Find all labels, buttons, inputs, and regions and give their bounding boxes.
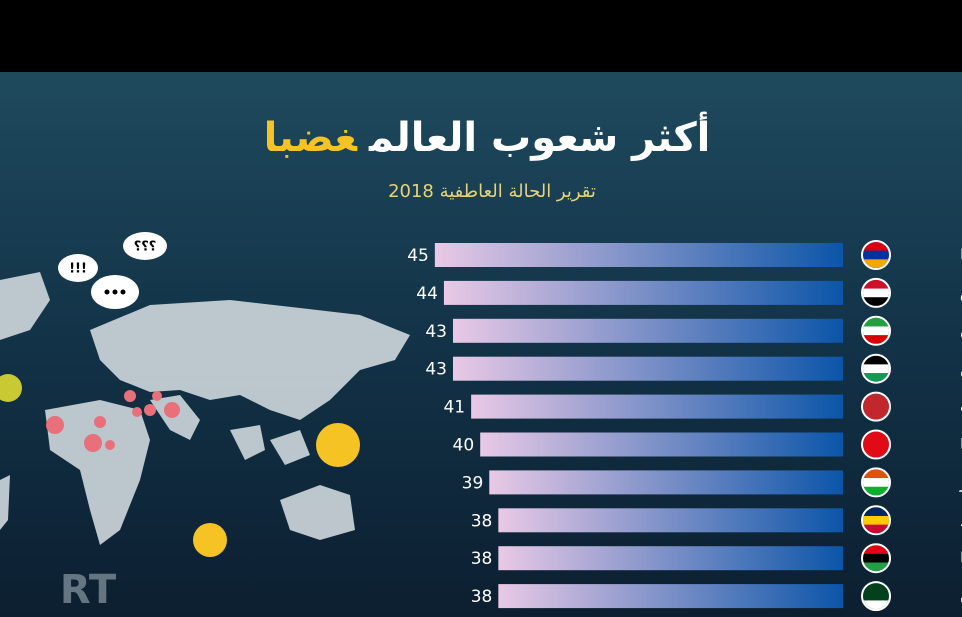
flag-stripe: [863, 373, 889, 382]
flag: [863, 393, 889, 420]
bubble-text: ؟؟؟: [134, 240, 157, 255]
bar: [480, 432, 843, 457]
category-label: تشاد: [960, 511, 962, 530]
category-label: ليبيا: [960, 549, 962, 568]
chart-subtitle: تقرير الحالة العاطفية 2018: [388, 181, 596, 202]
flag-stripe: [863, 355, 889, 365]
flag-stripe: [863, 448, 889, 458]
value-label: 39: [462, 473, 484, 493]
flag: [863, 317, 889, 344]
flag-stripe: [863, 402, 889, 412]
value-label: 43: [425, 360, 447, 380]
category-label: فلسطين: [960, 359, 962, 379]
flag-stripe: [863, 242, 889, 252]
flag-stripe: [863, 507, 889, 517]
flag: [863, 583, 889, 610]
bar: [498, 508, 843, 533]
flag-ring: [861, 353, 891, 384]
bar: [489, 470, 843, 495]
flag-stripe: [863, 440, 889, 450]
flag-stripe: [863, 600, 889, 610]
top-band: [0, 0, 962, 72]
flag-stripe: [863, 583, 889, 593]
flag-ring: [861, 543, 891, 574]
flag-stripe: [863, 524, 889, 534]
value-label: 45: [407, 246, 429, 266]
flag: [863, 431, 889, 458]
value-label: 44: [416, 284, 438, 304]
value-label: 38: [471, 511, 493, 531]
flag-stripe: [863, 288, 889, 298]
flag-stripe: [863, 553, 889, 564]
value-label: 38: [471, 587, 493, 607]
chart-title: أكثر شعوب العالمغضبا: [264, 111, 711, 161]
flag-ring: [861, 429, 891, 460]
title-main: أكثر شعوب العالم: [368, 111, 710, 161]
value-label: 38: [471, 549, 493, 569]
flag-stripe: [863, 250, 889, 260]
bar: [452, 318, 843, 343]
flag-stripe: [863, 410, 889, 420]
flag-ring: [861, 391, 891, 422]
flag: [863, 355, 889, 382]
flag-stripe: [863, 478, 889, 488]
value-label: 43: [425, 322, 447, 342]
world-map: [0, 272, 410, 545]
flag-stripe: [863, 486, 889, 496]
flag-stripe: [863, 515, 889, 526]
flag-stripe: [863, 326, 889, 336]
flag: [863, 507, 889, 534]
bar: [498, 546, 843, 571]
flag-stripe: [863, 364, 889, 374]
flag-stripe: [863, 317, 889, 327]
flag-ring: [861, 581, 891, 612]
value-label: 41: [443, 398, 465, 418]
flag-stripe: [863, 393, 889, 403]
flag-stripe: [863, 279, 889, 290]
category-label: إيران: [960, 321, 962, 341]
flag-stripe: [863, 562, 889, 572]
value-label: 40: [453, 436, 475, 456]
category-label: أرمينيا: [960, 245, 962, 266]
bubble-text: !!!: [69, 262, 87, 277]
flag-ring: [861, 277, 891, 308]
flag-stripe: [863, 469, 889, 479]
bar: [443, 280, 843, 305]
flag: [863, 242, 889, 268]
bar: [471, 394, 843, 419]
emoji-decor: [0, 374, 360, 557]
flag-ring: [861, 467, 891, 498]
category-label: العراق: [960, 283, 962, 303]
flag-ring: [861, 240, 891, 270]
flag-stripe: [863, 335, 889, 344]
category-label: تركيا: [960, 435, 962, 455]
category-label: النيجر: [959, 473, 962, 493]
bar: [452, 356, 843, 381]
bar: [498, 584, 843, 609]
flag-ring: [861, 505, 891, 536]
flag-stripe: [863, 259, 889, 268]
flag-ring: [861, 315, 891, 346]
title-highlight: غضبا: [264, 115, 358, 161]
flag: [863, 545, 889, 572]
flag: [863, 279, 889, 306]
category-label: المغرب: [960, 397, 962, 417]
flag: [863, 469, 889, 496]
speech-bubbles: !!! ؟؟؟: [58, 232, 167, 309]
flag-stripe: [863, 297, 889, 306]
category-label: باكستان: [960, 587, 962, 606]
flag-stripe: [863, 591, 889, 601]
watermark: RT: [60, 567, 117, 613]
bar: [434, 243, 843, 267]
flag-stripe: [863, 431, 889, 441]
flag-stripe: [863, 545, 889, 555]
